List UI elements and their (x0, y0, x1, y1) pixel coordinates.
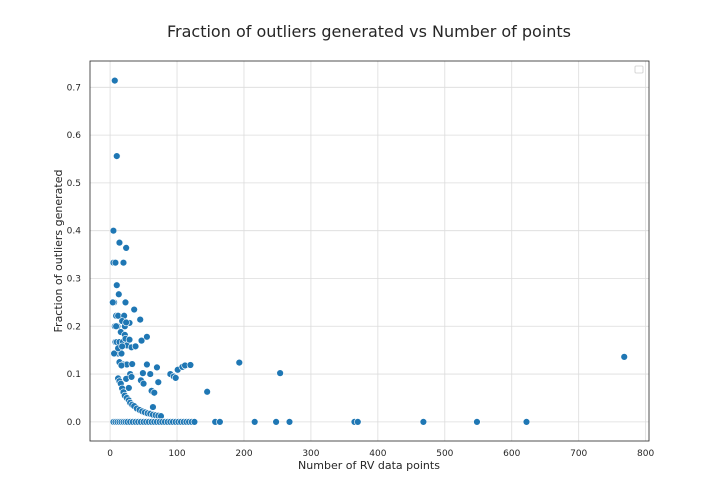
y-tick-label: 0.5 (67, 179, 81, 189)
data-point (272, 418, 280, 426)
data-point (130, 305, 138, 314)
x-tick-label: 300 (302, 449, 319, 459)
y-tick-label: 0.0 (67, 418, 82, 428)
y-tick-label: 0.3 (67, 274, 81, 284)
data-point (354, 418, 362, 426)
data-point (137, 336, 146, 345)
data-point (125, 384, 133, 392)
data-point (149, 403, 157, 411)
data-point (111, 259, 120, 267)
data-point (122, 244, 130, 252)
data-point (143, 360, 151, 369)
x-axis-label: Number of RV data points (298, 459, 440, 472)
data-point (186, 361, 195, 369)
data-point (190, 418, 199, 426)
data-point (115, 238, 124, 247)
x-tick-label: 0 (107, 449, 113, 459)
data-point (125, 335, 134, 344)
data-point (203, 388, 211, 396)
data-point (419, 418, 428, 426)
x-tick-label: 200 (235, 449, 252, 459)
data-point (136, 315, 144, 324)
data-point (216, 418, 224, 426)
data-points (109, 76, 628, 426)
data-point (113, 281, 121, 289)
x-tick-label: 100 (168, 449, 185, 459)
data-point (128, 360, 136, 368)
chart-title: Fraction of outliers generated vs Number… (167, 22, 571, 41)
legend-box (634, 65, 644, 74)
data-point (111, 76, 119, 85)
data-point (150, 389, 158, 397)
data-point (171, 374, 180, 382)
x-tick-label: 400 (369, 449, 386, 459)
data-point (522, 418, 531, 426)
data-point (131, 342, 140, 351)
x-tick-label: 600 (503, 449, 520, 459)
data-point (139, 369, 147, 377)
data-point (143, 333, 151, 341)
data-point (620, 353, 628, 361)
x-tick-label: 500 (436, 449, 453, 459)
data-point (153, 363, 161, 372)
data-point (139, 379, 148, 388)
data-point (119, 259, 128, 267)
data-point (285, 418, 294, 426)
data-point (112, 322, 120, 330)
y-tick-label: 0.4 (67, 227, 82, 237)
data-point (117, 349, 126, 358)
y-tick-labels: 0.0 0.1 0.2 0.3 0.4 0.5 0.6 0.7 (67, 83, 82, 428)
data-point (122, 318, 130, 327)
data-point (109, 298, 117, 307)
x-tick-labels: 0 100 200 300 400 500 600 700 800 (107, 449, 654, 459)
x-tick-label: 700 (570, 449, 587, 459)
y-tick-label: 0.6 (67, 131, 82, 141)
data-point (113, 152, 121, 160)
data-point (121, 298, 130, 307)
data-point (115, 290, 123, 298)
grid-lines (90, 61, 649, 441)
x-tick-label: 800 (637, 449, 654, 459)
data-point (250, 418, 259, 426)
y-tick-label: 0.2 (67, 322, 81, 332)
data-point (109, 226, 118, 235)
data-point (276, 369, 284, 377)
data-point (146, 370, 154, 378)
data-point (127, 373, 136, 381)
data-point (118, 342, 126, 351)
data-point (235, 358, 243, 367)
y-tick-label: 0.1 (67, 370, 81, 380)
y-tick-label: 0.7 (67, 83, 81, 93)
data-point (117, 361, 126, 370)
y-axis-label: Fraction of outliers generated (52, 170, 65, 333)
data-point (473, 418, 481, 426)
plot-frame (89, 60, 650, 442)
data-point (154, 378, 162, 386)
data-point (110, 349, 118, 358)
